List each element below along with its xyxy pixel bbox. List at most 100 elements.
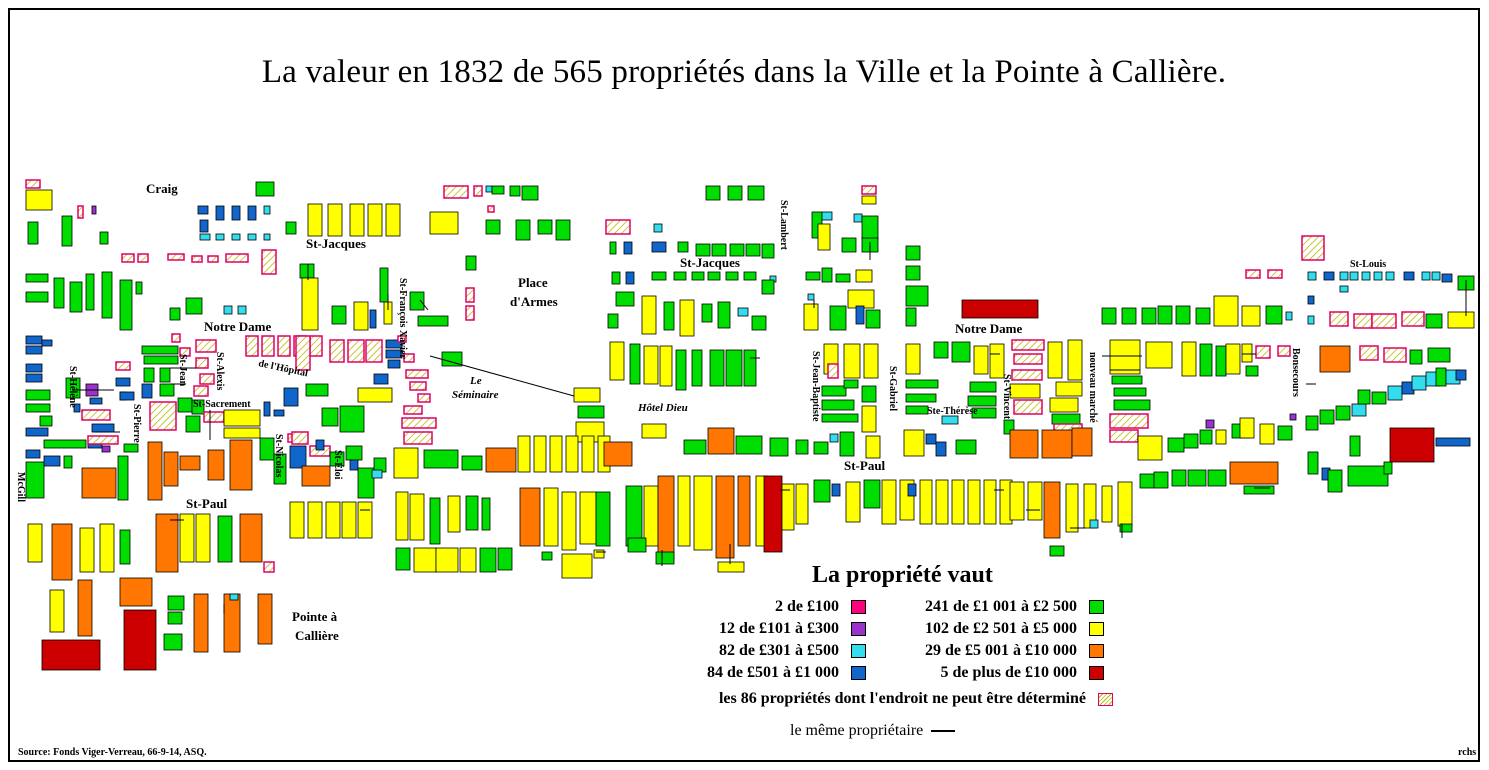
parcel [263,233,271,241]
parcel [1101,485,1113,523]
parcel [821,413,859,423]
parcel [223,409,261,427]
parcel [393,447,419,479]
parcel-undetermined [487,205,495,213]
street-label-st-nicolas: St-Nicolas [273,434,284,477]
parcel [659,345,673,387]
parcel [185,297,203,315]
parcel [651,271,667,281]
legend-title: La propriété vaut [812,562,993,588]
parcel [429,211,459,235]
parcel [973,345,989,375]
parcel [159,383,175,397]
parcel [229,593,239,601]
street-label-nouveau-marche: nouveau marché [1087,352,1098,423]
parcel [179,513,195,563]
parcel [1225,343,1241,375]
parcel [193,593,209,653]
parcel [843,379,859,389]
parcel-undetermined [167,253,185,261]
parcel [845,481,861,523]
parcel [1043,481,1061,539]
parcel [147,441,163,501]
parcel-undetermined [417,393,431,403]
le-seminaire-line1: Le [469,375,482,387]
legend-label: 241 de £1 001 à £2 500 [925,598,1077,615]
parcel [725,349,743,387]
parcel [821,211,833,221]
parcel [395,491,409,541]
parcel [27,523,43,563]
parcel-undetermined [199,373,215,385]
parcel [273,409,285,417]
parcel-undetermined [261,335,275,357]
parcel [561,553,593,579]
parcel [349,203,365,237]
parcel-undetermined [1301,235,1325,261]
parcel [863,479,881,509]
parcel [247,233,257,241]
pointe-line1: Pointe à [292,609,338,624]
parcel [395,547,411,571]
parcel [905,379,939,389]
parcel-undetermined [403,405,423,415]
parcel [573,387,601,403]
parcel [905,265,921,281]
parcel-undetermined [1353,313,1373,329]
parcel [141,345,179,355]
parcel [627,537,647,553]
street-label-st-gabriel: St-Gabriel [887,366,898,411]
legend-label: le même propriétaire [790,722,924,739]
parcel [831,483,841,497]
parcel [349,459,359,471]
parcel [25,335,43,345]
parcel [299,263,315,279]
parcel-undetermined [149,401,177,431]
parcel [1241,305,1261,327]
parcel-undetermined [443,185,469,199]
legend-same-owner: le même propriétaire [790,722,956,740]
parcel [387,359,401,369]
parcel [843,343,861,379]
parcel [481,497,491,531]
parcel [935,479,949,525]
parcel [1421,271,1431,281]
parcel-undetermined [1371,313,1397,329]
legend-swatch [851,666,866,680]
parcel [701,303,713,323]
parcel [1181,341,1197,377]
parcel [521,185,539,201]
parcel [1425,313,1443,329]
parcel [1259,423,1275,445]
parcel [821,267,833,283]
parcel [1447,311,1475,329]
parcel-undetermined [1267,269,1283,279]
parcel [63,455,73,469]
parcel-undetermined [225,253,249,263]
parcel [865,435,881,459]
parcel [577,405,605,419]
parcel [737,475,751,547]
legend-label: les 86 propriétés dont l'endroit ne peut… [718,690,1086,707]
parcel [497,547,513,571]
parcel-undetermined [1245,269,1261,279]
parcel [485,219,501,235]
parcel-undetermined [1013,353,1043,365]
parcel-undetermined [465,305,475,321]
parcel [561,491,577,551]
street-label-st-jean-baptiste: St-Jean-Baptiste [810,351,821,422]
parcel [541,551,553,561]
parcel [1389,427,1435,463]
parcel [1403,271,1415,281]
parcel [1323,271,1335,281]
parcel [519,487,541,547]
parcel [1319,409,1335,425]
parcel [315,439,325,451]
parcel [579,491,597,545]
parcel [905,343,921,375]
parcel [861,195,877,205]
parcel [725,271,739,281]
parcel [1307,271,1317,281]
parcel [81,467,117,499]
parcel [357,467,375,499]
